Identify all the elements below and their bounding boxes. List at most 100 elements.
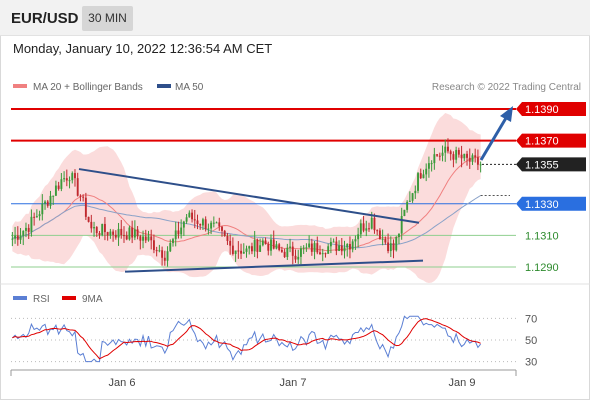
- candle-body: [313, 243, 316, 252]
- rsi-tick-label: 50: [525, 335, 537, 347]
- candle-body: [479, 164, 482, 166]
- candle-body: [395, 237, 398, 251]
- ma50-line: [12, 195, 481, 249]
- candle-body: [400, 215, 403, 234]
- candle-body: [131, 227, 134, 238]
- candle-body: [155, 250, 158, 252]
- timeframe-button[interactable]: 30 MIN: [82, 6, 133, 31]
- candle-body: [387, 242, 390, 252]
- candle-body: [447, 146, 449, 152]
- rsi-line: [12, 315, 482, 363]
- rsi-pane: 70 50 30: [11, 313, 537, 369]
- symbol-title: EUR/USD: [11, 10, 79, 27]
- ma9-legend-swatch: [62, 296, 76, 300]
- candle-body: [438, 155, 441, 157]
- candle-body: [340, 245, 343, 252]
- x-axis-labels: Jan 6 Jan 7 Jan 9: [109, 377, 476, 389]
- candle-body: [185, 217, 188, 222]
- ma9-legend-label: 9MA: [82, 294, 103, 305]
- candle-body: [210, 222, 213, 229]
- candle-body: [49, 195, 52, 206]
- candle-body: [471, 155, 474, 162]
- rsi-legend: RSI 9MA: [13, 294, 103, 305]
- candle-body: [354, 239, 357, 242]
- candle-body: [302, 247, 305, 249]
- candle-body: [324, 253, 327, 255]
- candle-body: [398, 233, 400, 238]
- candle-body: [63, 178, 66, 180]
- candle-body: [280, 249, 283, 252]
- candle-body: [172, 239, 174, 244]
- candle-body: [457, 149, 460, 155]
- candle-body: [65, 178, 68, 181]
- candle-body: [261, 240, 264, 246]
- candle-body: [321, 253, 324, 255]
- candle-body: [436, 154, 439, 156]
- candle-body: [193, 219, 196, 221]
- candle-body: [253, 239, 256, 252]
- price-legend: MA 20 + Bollinger Bands MA 50 Research ©…: [13, 82, 581, 93]
- level-tag-bg: [516, 157, 586, 172]
- candle-body: [240, 250, 243, 254]
- level-text: 1.1390: [525, 104, 559, 116]
- level-tag-1-1390: 1.1390: [516, 102, 586, 117]
- candle-body: [411, 193, 414, 201]
- candle-body: [468, 157, 471, 162]
- candle-body: [365, 228, 368, 231]
- level-tag-bg: [516, 133, 586, 148]
- candle-body: [218, 222, 221, 227]
- ma50-legend-label: MA 50: [175, 82, 204, 93]
- candle-body: [250, 246, 253, 252]
- candle-body: [191, 212, 194, 220]
- ma20-legend-label: MA 20 + Bollinger Bands: [33, 82, 143, 93]
- candle-body: [283, 251, 286, 258]
- candle-body: [60, 179, 63, 189]
- candle-body: [403, 209, 406, 216]
- candle-body: [46, 201, 49, 206]
- candle-body: [226, 235, 229, 241]
- rsi-tick-label: 70: [525, 313, 537, 325]
- candle-body: [392, 243, 395, 251]
- level-text: 1.1330: [525, 199, 559, 211]
- candle-body: [441, 152, 444, 156]
- candle-body: [278, 244, 281, 250]
- candle-body: [433, 154, 436, 164]
- candle-body: [82, 196, 85, 198]
- candle-body: [76, 178, 79, 196]
- candle-body: [376, 230, 379, 232]
- candle-body: [452, 154, 455, 160]
- candle-body: [90, 221, 93, 229]
- candle-body: [19, 235, 22, 240]
- candle-body: [14, 235, 17, 239]
- candle-body: [272, 239, 275, 249]
- candle-body: [444, 146, 447, 153]
- candle-body: [406, 201, 409, 210]
- candle-body: [87, 216, 90, 222]
- candle-body: [16, 235, 19, 240]
- candle-body: [74, 173, 76, 179]
- candle-body: [35, 216, 38, 218]
- candle-body: [242, 251, 245, 254]
- moving-averages: [12, 156, 510, 252]
- level-tag-1-1310: 1.1310: [525, 230, 559, 242]
- candle-body: [229, 240, 232, 246]
- candle-body: [68, 180, 71, 182]
- level-tag-1-1355: 1.1355: [516, 157, 586, 172]
- candle-body: [33, 216, 36, 218]
- candle-body: [373, 217, 376, 231]
- candle-body: [57, 185, 60, 189]
- candle-body: [201, 219, 204, 226]
- candle-body: [212, 222, 215, 224]
- candle-body: [136, 229, 139, 237]
- candle-body: [368, 228, 370, 230]
- candle-body: [419, 173, 422, 179]
- candle-body: [106, 232, 109, 236]
- forecast-arrow-shaft: [479, 117, 508, 161]
- candle-body: [308, 243, 311, 248]
- candle-body: [147, 236, 150, 241]
- top-bar: EUR/USD 30 MIN: [0, 0, 590, 36]
- candle-body: [332, 241, 335, 243]
- candle-body: [221, 226, 223, 231]
- x-tick-label: Jan 6: [109, 377, 136, 389]
- candle-body: [215, 222, 218, 224]
